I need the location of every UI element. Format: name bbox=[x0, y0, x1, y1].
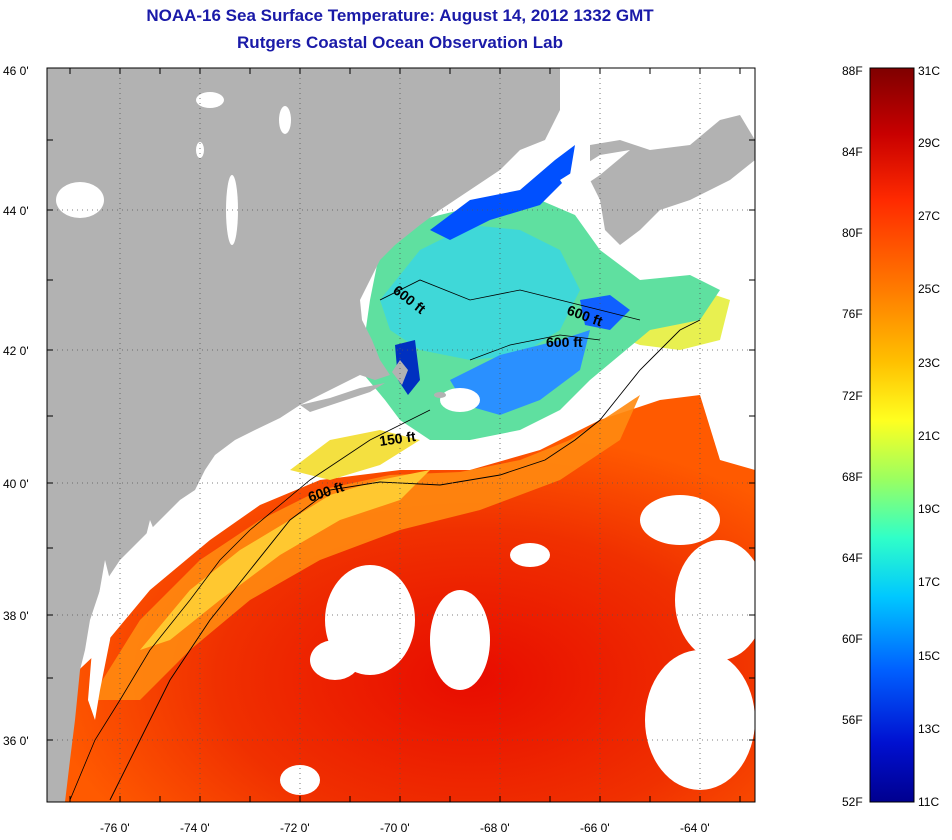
land-nova-scotia bbox=[590, 115, 755, 245]
graticule bbox=[47, 68, 755, 802]
land-us-coast bbox=[47, 68, 560, 802]
lake bbox=[279, 106, 291, 134]
lake bbox=[196, 92, 224, 108]
cloud-patch bbox=[645, 650, 755, 790]
lon-label: -64 0' bbox=[680, 821, 710, 835]
map-subtitle: Rutgers Coastal Ocean Observation Lab bbox=[237, 33, 563, 52]
lake bbox=[56, 182, 104, 218]
cloud-patch bbox=[430, 590, 490, 690]
tick-marks bbox=[47, 68, 755, 802]
contour-600ft-gom bbox=[379, 279, 641, 321]
inner-shelf-yellow-water bbox=[140, 470, 430, 650]
lat-label: 44 0' bbox=[3, 204, 29, 218]
lake bbox=[196, 142, 204, 158]
cold-blue-water-east bbox=[580, 295, 630, 330]
colorbar-c-label: 21C bbox=[918, 429, 940, 443]
contour-600ft bbox=[109, 319, 701, 801]
map-frame bbox=[46, 67, 756, 803]
colorbar-c-label: 23C bbox=[918, 356, 940, 370]
contour-150ft bbox=[69, 409, 431, 801]
lon-label: -68 0' bbox=[480, 821, 510, 835]
colorbar-f-label: 80F bbox=[842, 226, 863, 240]
colorbar-c-label: 15C bbox=[918, 649, 940, 663]
colorbar-f-label: 72F bbox=[842, 389, 863, 403]
colorbar-c-label: 13C bbox=[918, 722, 940, 736]
colorbar-fahrenheit-labels: 88F 84F 80F 76F 72F 68F 64F 60F 56F 52F bbox=[842, 64, 863, 809]
lat-label: 42 0' bbox=[3, 344, 29, 358]
cold-blue-water-georges bbox=[450, 330, 590, 415]
colorbar-c-label: 25C bbox=[918, 282, 940, 296]
colorbar-f-label: 52F bbox=[842, 795, 863, 809]
lon-label: -70 0' bbox=[380, 821, 410, 835]
cloud-patch bbox=[675, 540, 755, 660]
land-long-island bbox=[300, 383, 385, 412]
colorbar-c-label: 19C bbox=[918, 502, 940, 516]
colorbar-f-label: 56F bbox=[842, 713, 863, 727]
lat-label: 46 0' bbox=[3, 64, 29, 78]
chesapeake-bay bbox=[88, 560, 115, 720]
lon-label: -72 0' bbox=[280, 821, 310, 835]
colorbar-f-label: 76F bbox=[842, 307, 863, 321]
colorbar bbox=[869, 67, 915, 803]
colorbar-f-label: 68F bbox=[842, 470, 863, 484]
colorbar-c-label: 27C bbox=[918, 209, 940, 223]
lat-label: 40 0' bbox=[3, 477, 29, 491]
delaware-bay bbox=[145, 520, 160, 560]
lon-label: -76 0' bbox=[100, 821, 130, 835]
colorbar-f-label: 88F bbox=[842, 64, 863, 78]
cyan-water-region bbox=[380, 225, 580, 360]
colorbar-c-label: 29C bbox=[918, 136, 940, 150]
lon-label: -66 0' bbox=[580, 821, 610, 835]
cloud-patch bbox=[280, 765, 320, 795]
bay-of-fundy bbox=[560, 150, 630, 195]
colorbar-celsius-labels: 31C 29C 27C 25C 23C 21C 19C 17C 15C 13C … bbox=[918, 64, 940, 809]
cloud-patch bbox=[510, 543, 550, 567]
contour-label-150ft: 150 ft bbox=[378, 428, 417, 449]
colorbar-f-label: 64F bbox=[842, 551, 863, 565]
map-title: NOAA-16 Sea Surface Temperature: August … bbox=[146, 6, 654, 25]
cloud-patch bbox=[440, 388, 480, 412]
lon-label: -74 0' bbox=[180, 821, 210, 835]
cloud-patch bbox=[640, 495, 720, 545]
lat-label: 38 0' bbox=[3, 609, 29, 623]
colorbar-c-label: 17C bbox=[918, 575, 940, 589]
contour-label-600ft: 600 ft bbox=[546, 334, 583, 350]
yellow-band bbox=[290, 430, 420, 480]
colorbar-c-label: 11C bbox=[918, 795, 939, 809]
land-nantucket bbox=[434, 392, 446, 398]
map-area bbox=[47, 68, 755, 802]
colorbar-c-label: 31C bbox=[918, 64, 940, 78]
contour-georges bbox=[469, 334, 601, 361]
lat-label: 36 0' bbox=[3, 734, 29, 748]
colorbar-f-label: 60F bbox=[842, 632, 863, 646]
colorbar-f-label: 84F bbox=[842, 145, 863, 159]
cloud-patch bbox=[310, 640, 360, 680]
land-cape-cod bbox=[392, 360, 408, 385]
cloud-patch bbox=[700, 380, 755, 470]
shelf-orange-water bbox=[90, 395, 640, 700]
cold-blue-water-ne bbox=[430, 145, 575, 240]
